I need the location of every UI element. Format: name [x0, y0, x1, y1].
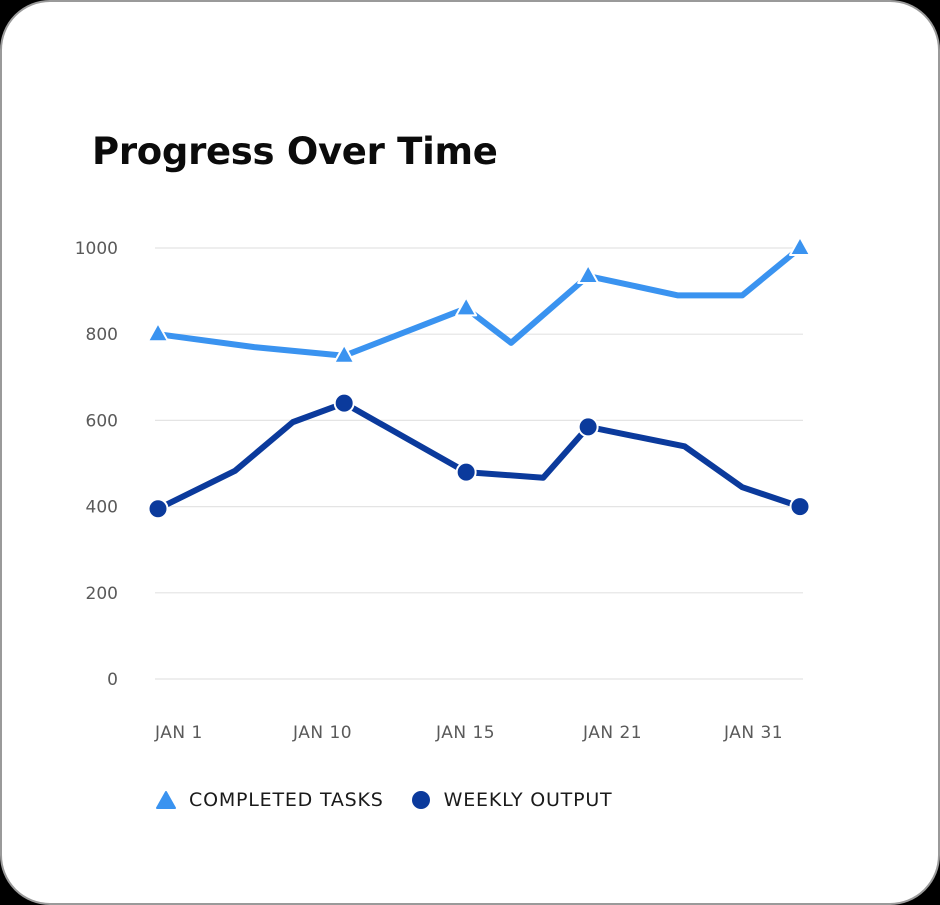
x-tick-label: JAN 21	[582, 723, 642, 743]
x-tick-label: JAN 10	[292, 723, 352, 743]
circle-marker[interactable]	[789, 496, 811, 518]
x-tick-label: JAN 31	[723, 723, 783, 743]
circle-icon	[411, 791, 430, 809]
series-line-weekly-output	[155, 400, 803, 512]
y-tick-label: 400	[86, 498, 118, 518]
circle-marker[interactable]	[333, 392, 355, 414]
triangle-marker[interactable]	[147, 322, 169, 343]
legend-item-weekly-output[interactable]: WEEKLY OUTPUT	[410, 789, 613, 811]
y-tick-label: 800	[86, 325, 118, 345]
x-tick-label: JAN 1	[154, 723, 203, 743]
chart-legend: COMPLETED TASKS WEEKLY OUTPUT	[155, 789, 638, 811]
y-tick-label: 200	[86, 584, 118, 604]
circle-marker[interactable]	[455, 461, 477, 483]
triangle-icon	[156, 791, 176, 809]
triangle-marker[interactable]	[455, 296, 478, 317]
legend-item-completed-tasks[interactable]: COMPLETED TASKS	[155, 789, 384, 811]
y-tick-label: 0	[107, 670, 118, 690]
y-tick-label: 600	[86, 411, 118, 431]
x-axis-ticks: JAN 1 JAN 10 JAN 15 JAN 21 JAN 31	[154, 723, 783, 743]
circle-marker[interactable]	[577, 416, 599, 438]
x-tick-label: JAN 15	[435, 723, 495, 743]
series-line-completed-tasks	[155, 245, 803, 359]
chart-title: Progress Over Time	[92, 130, 498, 173]
triangle-marker[interactable]	[333, 343, 356, 364]
grid-lines	[155, 247, 803, 680]
triangle-marker[interactable]	[789, 236, 811, 256]
series-lines	[147, 236, 811, 520]
legend-label: COMPLETED TASKS	[189, 789, 384, 811]
circle-marker[interactable]	[147, 498, 169, 520]
y-tick-label: 1000	[75, 239, 118, 259]
y-axis-ticks: 0 200 400 600 800 1000	[75, 239, 118, 690]
legend-label: WEEKLY OUTPUT	[443, 789, 613, 811]
triangle-marker[interactable]	[577, 264, 600, 285]
